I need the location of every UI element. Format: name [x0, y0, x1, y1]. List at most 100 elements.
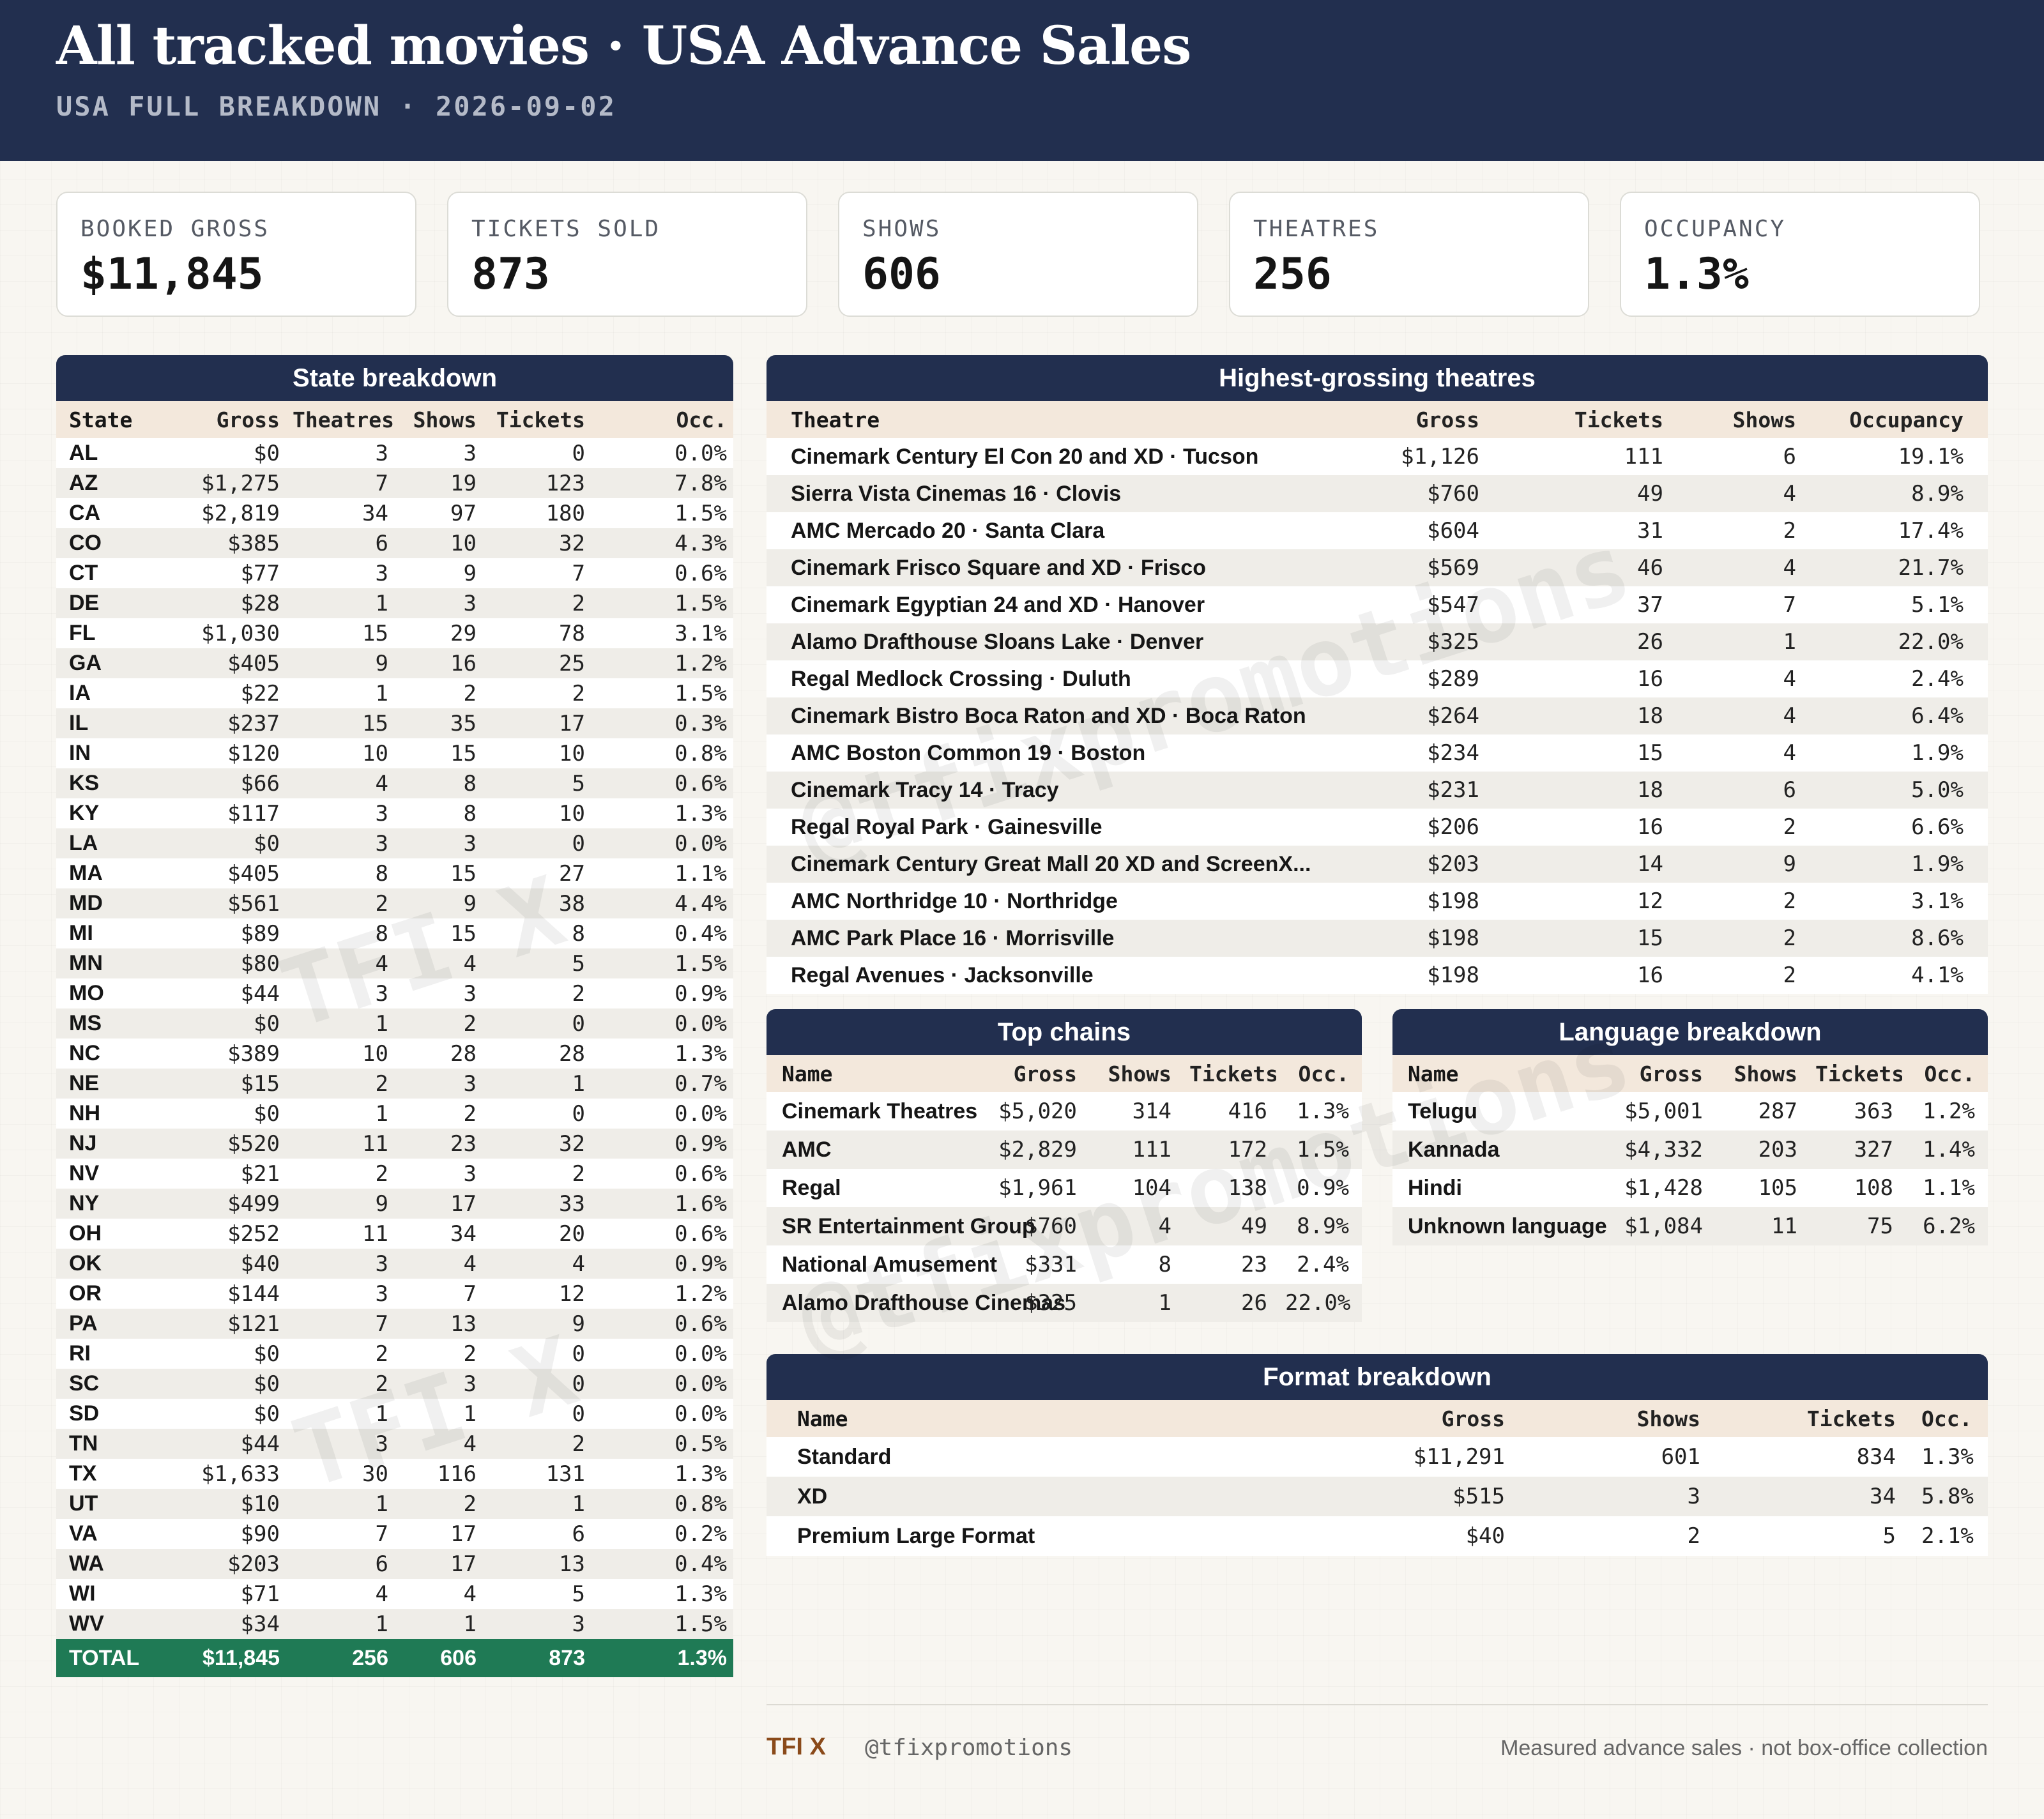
state-cell: SC [56, 1369, 171, 1399]
state-cell: LA [56, 828, 171, 858]
state-cell: IN [56, 738, 171, 768]
theatres-cell: 8 [286, 918, 395, 948]
table-row: Alamo Drafthouse Sloans Lake · Denver $32… [766, 623, 1988, 660]
col-header-shows: Shows [1518, 1400, 1713, 1437]
gross-cell: $90 [171, 1519, 286, 1549]
col-header-name: Name [766, 1055, 977, 1092]
shows-cell: 23 [395, 1129, 483, 1159]
shows-cell: 97 [395, 498, 483, 528]
tickets-cell: 31 [1492, 512, 1676, 549]
tickets-cell: 28 [483, 1039, 591, 1069]
format-name-cell: Standard [766, 1437, 1239, 1477]
occupancy-cell: 0.5% [591, 1429, 733, 1459]
shows-cell: 17 [395, 1519, 483, 1549]
chains-table-header: Name Gross Shows Tickets Occ. [766, 1055, 1362, 1092]
theatres-cell: 2 [286, 1069, 395, 1099]
total-tickets: 873 [483, 1639, 591, 1677]
table-row: VA $90 7 17 6 0.2% [56, 1519, 733, 1549]
occupancy-cell: 1.5% [591, 678, 733, 708]
chain-name-cell: Cinemark Theatres [766, 1092, 977, 1130]
table-row: AMC Mercado 20 · Santa Clara $604 31 2 17.4% [766, 512, 1988, 549]
col-header-gross: Gross [1367, 401, 1492, 438]
state-cell: NJ [56, 1129, 171, 1159]
shows-cell: 3 [395, 1369, 483, 1399]
gross-cell: $547 [1367, 586, 1492, 623]
col-header-state: State [56, 401, 171, 438]
gross-cell: $80 [171, 948, 286, 978]
state-cell: MA [56, 858, 171, 888]
tickets-cell: 5 [483, 1579, 591, 1609]
theatres-cell: 7 [286, 1519, 395, 1549]
tickets-cell: 18 [1492, 697, 1676, 734]
table-row: Kannada $4,332 203 327 1.4% [1392, 1130, 1988, 1169]
shows-cell: 9 [395, 888, 483, 918]
occupancy-cell: 22.0% [1276, 1284, 1362, 1322]
state-cell: MN [56, 948, 171, 978]
occupancy-cell: 1.3% [591, 1579, 733, 1609]
shows-cell: 3 [395, 828, 483, 858]
kpi-label: TICKETS SOLD [471, 216, 661, 242]
languages-panel: Language breakdown Name Gross Shows Tick… [1392, 1009, 1988, 1245]
col-header-occupancy: Occ. [1276, 1055, 1362, 1092]
theatres-cell: 15 [286, 618, 395, 648]
occupancy-cell: 1.3% [591, 798, 733, 828]
shows-cell: 2 [1676, 920, 1809, 957]
table-row: KY $117 3 8 10 1.3% [56, 798, 733, 828]
table-row: Cinemark Century El Con 20 and XD · Tucs… [766, 438, 1988, 475]
occupancy-cell: 1.5% [1276, 1130, 1362, 1169]
table-row: UT $10 1 2 1 0.8% [56, 1489, 733, 1519]
tickets-cell: 131 [483, 1459, 591, 1489]
state-cell: MS [56, 1008, 171, 1039]
tickets-cell: 138 [1180, 1169, 1276, 1207]
table-row: Telugu $5,001 287 363 1.2% [1392, 1092, 1988, 1130]
gross-cell: $569 [1367, 549, 1492, 586]
gross-cell: $4,332 [1603, 1130, 1712, 1169]
theatres-cell: 6 [286, 528, 395, 558]
tickets-cell: 108 [1806, 1169, 1902, 1207]
occupancy-cell: 1.3% [1276, 1092, 1362, 1130]
footer-brand: TFI X [766, 1733, 826, 1760]
shows-cell: 3 [395, 978, 483, 1008]
tickets-cell: 12 [483, 1279, 591, 1309]
shows-cell: 287 [1712, 1092, 1806, 1130]
tickets-cell: 78 [483, 618, 591, 648]
state-cell: KS [56, 768, 171, 798]
theatres-cell: 6 [286, 1549, 395, 1579]
shows-cell: 3 [395, 1069, 483, 1099]
tickets-cell: 7 [483, 558, 591, 588]
col-header-occupancy: Occ. [591, 401, 733, 438]
occupancy-cell: 0.9% [591, 1249, 733, 1279]
formats-table-header: Name Gross Shows Tickets Occ. [766, 1400, 1988, 1437]
table-row: IL $237 15 35 17 0.3% [56, 708, 733, 738]
gross-cell: $198 [1367, 920, 1492, 957]
gross-cell: $289 [1367, 660, 1492, 697]
table-row: AMC Boston Common 19 · Boston $234 15 4 1.9% [766, 734, 1988, 772]
table-row: RI $0 2 2 0 0.0% [56, 1339, 733, 1369]
occupancy-cell: 6.4% [1809, 697, 1988, 734]
tickets-cell: 2 [483, 978, 591, 1008]
tickets-cell: 0 [483, 1008, 591, 1039]
occupancy-cell: 8.9% [1809, 475, 1988, 512]
shows-cell: 3 [395, 438, 483, 468]
shows-cell: 4 [1676, 549, 1809, 586]
shows-cell: 4 [395, 948, 483, 978]
gross-cell: $15 [171, 1069, 286, 1099]
tickets-cell: 0 [483, 438, 591, 468]
occupancy-cell: 0.9% [591, 1129, 733, 1159]
table-row: AMC Northridge 10 · Northridge $198 12 2 3.1… [766, 883, 1988, 920]
table-row: Premium Large Format $40 2 5 2.1% [766, 1516, 1988, 1556]
gross-cell: $22 [171, 678, 286, 708]
shows-cell: 8 [395, 798, 483, 828]
table-row: DE $28 1 3 2 1.5% [56, 588, 733, 618]
theatres-cell: 9 [286, 1189, 395, 1219]
tickets-cell: 17 [483, 708, 591, 738]
col-header-occupancy: Occ. [1909, 1400, 1988, 1437]
shows-cell: 7 [1676, 586, 1809, 623]
tickets-cell: 111 [1492, 438, 1676, 475]
shows-cell: 8 [395, 768, 483, 798]
occupancy-cell: 2.1% [1909, 1516, 1988, 1556]
theatres-cell: 11 [286, 1129, 395, 1159]
tickets-cell: 10 [483, 738, 591, 768]
theatres-cell: 2 [286, 1339, 395, 1369]
table-row: WI $71 4 4 5 1.3% [56, 1579, 733, 1609]
